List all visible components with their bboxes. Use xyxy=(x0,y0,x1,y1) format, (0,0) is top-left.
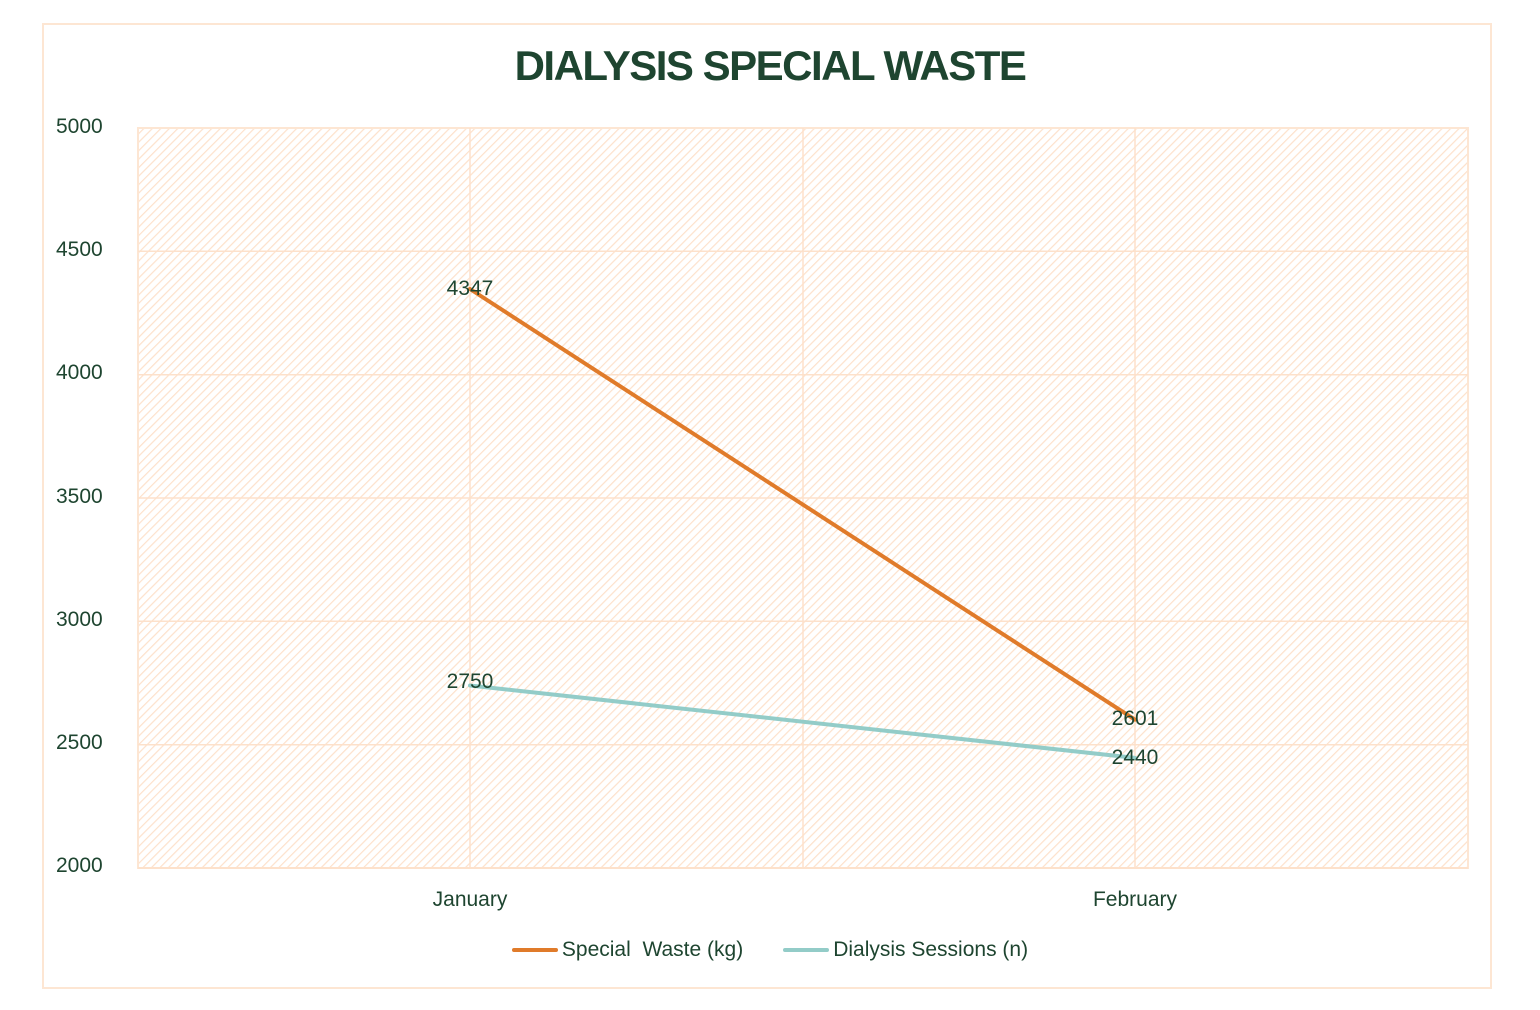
series-line-dialysis-sessions xyxy=(468,683,1137,760)
chart-title: DIALYSIS SPECIAL WASTE xyxy=(514,42,1027,89)
legend-label: Dialysis Sessions (n) xyxy=(833,938,1029,961)
y-tick-label: 4000 xyxy=(56,361,103,384)
y-tick-label: 3000 xyxy=(56,608,103,631)
legend-line-icon xyxy=(511,948,558,952)
series-line-special-waste xyxy=(468,287,1137,722)
data-label-sessions-february: 2440 xyxy=(1111,746,1159,769)
y-tick-label: 2500 xyxy=(56,731,103,754)
y-tick-label: 4500 xyxy=(56,238,103,261)
y-tick-label: 5000 xyxy=(56,115,103,138)
legend-line-icon xyxy=(783,948,830,952)
legend-label: Special Waste (kg) xyxy=(561,938,744,961)
x-tick-label: January xyxy=(432,888,508,911)
x-tick-label: February xyxy=(1092,888,1178,911)
legend-item-special-waste[interactable]: Special Waste (kg) xyxy=(511,938,744,962)
data-label-waste-february: 2601 xyxy=(1111,707,1159,730)
y-tick-label: 3500 xyxy=(56,485,103,508)
y-tick-label: 2000 xyxy=(56,854,103,877)
chart-legend: Special Waste (kg) Dialysis Sessions (n) xyxy=(0,938,1540,962)
chart-frame xyxy=(42,23,1492,989)
data-label-waste-january: 4347 xyxy=(446,277,494,300)
data-label-sessions-january: 2750 xyxy=(446,670,494,693)
gridlines xyxy=(138,128,1468,868)
legend-item-dialysis-sessions[interactable]: Dialysis Sessions (n) xyxy=(783,938,1028,962)
